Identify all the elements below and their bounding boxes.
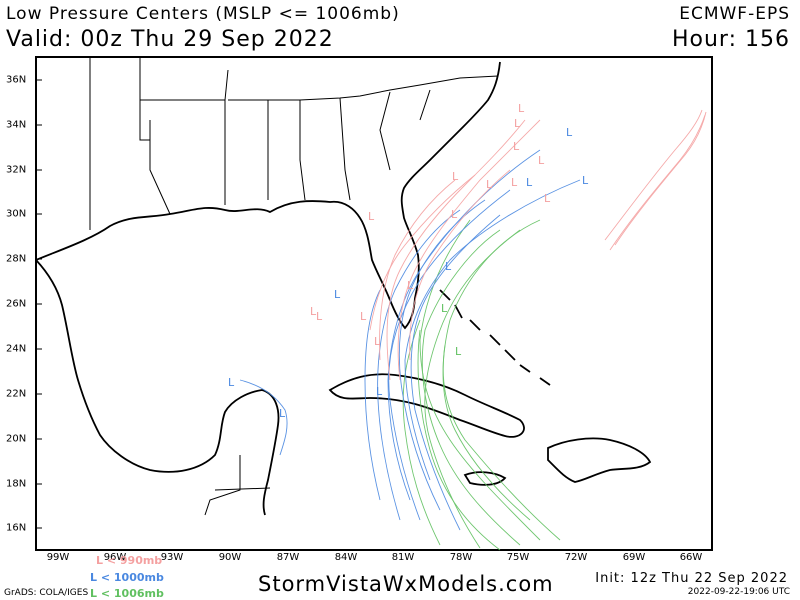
lat-label: 34N bbox=[6, 119, 27, 131]
svg-text:L: L bbox=[486, 178, 493, 191]
svg-text:L: L bbox=[455, 345, 462, 358]
svg-text:L: L bbox=[228, 376, 235, 389]
track-lines bbox=[239, 109, 707, 551]
svg-text:L: L bbox=[445, 260, 452, 273]
low-markers: L L L L L L L L L L L L L L L L L L L L … bbox=[228, 102, 589, 420]
lon-label: 93W bbox=[160, 552, 184, 563]
lon-label: 87W bbox=[276, 552, 300, 563]
svg-text:L: L bbox=[374, 335, 381, 348]
lat-label: 36N bbox=[6, 74, 27, 86]
valid-time: Valid: 00z Thu 29 Sep 2022 bbox=[6, 27, 334, 52]
svg-text:L: L bbox=[376, 385, 383, 398]
svg-text:L: L bbox=[513, 140, 520, 153]
lon-label: 78W bbox=[449, 552, 473, 563]
lat-label: 20N bbox=[6, 433, 27, 445]
site-credit: StormVistaWxModels.com bbox=[258, 572, 554, 596]
svg-text:L: L bbox=[316, 310, 323, 323]
svg-text:L: L bbox=[518, 102, 525, 115]
lat-label: 30N bbox=[6, 208, 27, 220]
model-name: ECMWF-EPS bbox=[679, 4, 790, 24]
svg-text:L: L bbox=[310, 305, 317, 318]
svg-text:L: L bbox=[452, 170, 459, 183]
legend-green: L < 1006mb bbox=[90, 587, 164, 600]
lon-label: 90W bbox=[218, 552, 242, 563]
svg-text:L: L bbox=[441, 302, 448, 315]
svg-text:L: L bbox=[279, 407, 286, 420]
svg-text:L: L bbox=[451, 208, 458, 221]
lon-label: 99W bbox=[46, 552, 70, 563]
coastline bbox=[35, 61, 652, 516]
svg-text:L: L bbox=[334, 288, 341, 301]
state-borders bbox=[89, 57, 499, 516]
init-time: Init: 12z Thu 22 Sep 2022 bbox=[595, 571, 788, 586]
lat-label: 18N bbox=[6, 478, 27, 490]
svg-text:L: L bbox=[538, 154, 545, 167]
map-frame bbox=[35, 56, 713, 551]
lat-label: 28N bbox=[6, 253, 27, 265]
svg-text:L: L bbox=[566, 126, 573, 139]
svg-text:L: L bbox=[368, 210, 375, 223]
svg-text:L: L bbox=[511, 176, 518, 189]
lon-label: 81W bbox=[391, 552, 415, 563]
lon-label: 66W bbox=[679, 552, 703, 563]
svg-text:L: L bbox=[514, 117, 521, 130]
lon-label: 75W bbox=[506, 552, 530, 563]
timestamp: 2022-09-22-19:06 UTC bbox=[687, 587, 790, 597]
svg-text:L: L bbox=[582, 174, 589, 187]
legend-red: L < 990mb bbox=[96, 554, 163, 567]
lat-label: 26N bbox=[6, 298, 27, 310]
forecast-hour: Hour: 156 bbox=[671, 27, 790, 52]
lat-label: 32N bbox=[6, 164, 27, 176]
lat-label: 16N bbox=[6, 522, 27, 534]
lon-label: 96W bbox=[103, 552, 127, 563]
svg-text:L: L bbox=[526, 176, 533, 189]
svg-text:L: L bbox=[407, 279, 414, 292]
lon-label: 69W bbox=[622, 552, 646, 563]
lat-label: 22N bbox=[6, 388, 27, 400]
lon-label: 72W bbox=[564, 552, 588, 563]
legend-blue: L < 1000mb bbox=[90, 571, 164, 584]
svg-text:L: L bbox=[544, 192, 551, 205]
lon-label: 84W bbox=[334, 552, 358, 563]
lat-label: 24N bbox=[6, 343, 27, 355]
chart-title: Low Pressure Centers (MSLP <= 1006mb) bbox=[6, 4, 400, 24]
grads-credit: GrADS: COLA/IGES bbox=[4, 588, 89, 598]
svg-text:L: L bbox=[360, 310, 367, 323]
